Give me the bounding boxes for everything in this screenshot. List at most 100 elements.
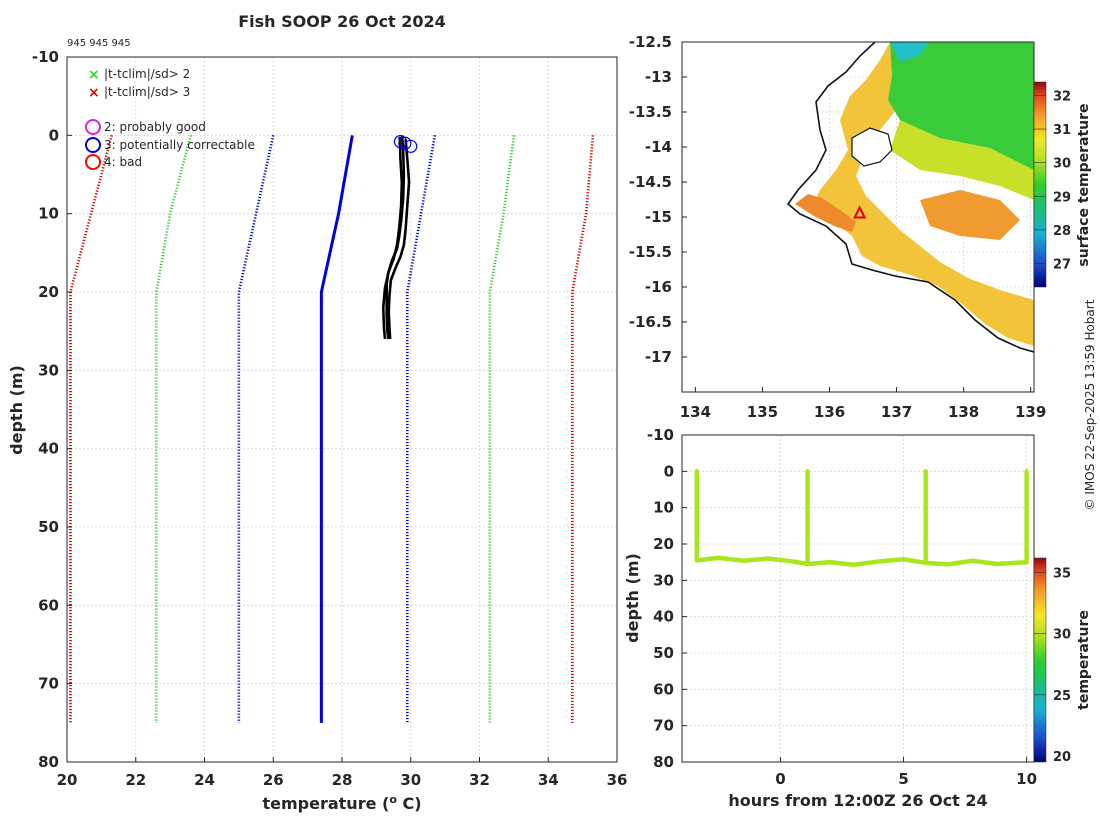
climatology-sd-line <box>237 135 275 723</box>
flag-markers <box>393 135 418 153</box>
profile-xtick-label: 26 <box>263 771 284 789</box>
map-ticks: 134 135 136 137 138 139 -12.5 -13 -13.5 -14 -14.5 -… <box>629 33 1047 421</box>
temperature-colorbar <box>1033 557 1047 763</box>
temperature-colorbar-label: temperature <box>1076 610 1092 710</box>
climatology-sd-line <box>488 135 516 723</box>
section-ticks: 0 5 10 -10 0 10 20 30 40 50 60 70 80 <box>647 426 1037 788</box>
section-axes-box <box>681 434 1035 763</box>
profile-xtick-label: 32 <box>469 771 490 789</box>
vessel-triangle <box>853 205 867 219</box>
coastline <box>786 42 1034 353</box>
profile-ytick-label: 0 <box>49 126 59 144</box>
profile-ytick-label: 80 <box>38 753 59 771</box>
sst-colorbar-tick-label: 30 <box>1053 157 1071 172</box>
legend-label-sd2: |t-tclim|/sd> 2 <box>104 67 190 81</box>
temperature-colorbar-ticks: 20 25 30 35 <box>1034 567 1071 765</box>
sst-cyan-spot <box>890 42 930 62</box>
profile-ylabel: depth (m) <box>7 365 26 455</box>
land-mass <box>682 42 1034 392</box>
section-xtick-label: 5 <box>898 770 908 788</box>
sst-colorbar-label: surface temperature <box>1076 103 1092 266</box>
legend-label-sd3: |t-tclim|/sd> 3 <box>104 85 190 99</box>
profile-subtitle: 945 945 945 <box>67 38 131 49</box>
profile-ytick-label: -10 <box>32 48 59 66</box>
profile-xtick-label: 34 <box>538 771 559 789</box>
map-xtick-label: 138 <box>948 403 979 421</box>
bottom-track-points <box>694 555 1029 567</box>
sst-colorbar-tick-label: 29 <box>1053 190 1071 205</box>
profile-ytick-label: 40 <box>38 440 59 458</box>
profile-xlabel: temperature (o C) <box>262 793 421 813</box>
credit-text: © IMOS 22-Sep-2025 13:59 Hobart <box>1083 299 1097 510</box>
section-ytick-label: 0 <box>664 462 674 480</box>
map-xtick-label: 139 <box>1015 403 1046 421</box>
section-ytick-label: 40 <box>653 608 674 626</box>
sst-warm-field <box>812 42 1034 346</box>
sst-colorbar <box>1033 81 1047 288</box>
legend-circle-correctable <box>85 137 101 153</box>
legend-label-probably-good: 2: probably good <box>104 120 206 134</box>
profile-chart: 20 22 24 26 28 30 32 34 36 -10 0 10 20 30 40 50 60 70 80 F… <box>7 12 627 813</box>
temperature-profile-line <box>387 139 411 340</box>
legend-circle-probably-good <box>85 119 101 135</box>
sst-hot-patch <box>795 194 856 232</box>
sst-colorbar-tick-label: 31 <box>1053 123 1071 138</box>
profile-ytick-label: 70 <box>38 675 59 693</box>
profile-xtick-label: 36 <box>607 771 628 789</box>
section-ytick-label: 60 <box>653 680 674 698</box>
climatology-sd-line <box>155 135 193 723</box>
climatology-sd-line <box>69 135 113 723</box>
sst-colorbar-tick-label: 32 <box>1053 89 1071 104</box>
map-ytick-label: -16.5 <box>629 313 672 331</box>
flag-circle <box>404 139 418 153</box>
profile-legend: × |t-tclim|/sd> 2 × |t-tclim|/sd> 3 2: p… <box>85 67 255 170</box>
profile-ytick-label: 20 <box>38 283 59 301</box>
legend-mark-red: × <box>88 85 100 101</box>
map-xtick-label: 136 <box>814 403 845 421</box>
legend-mark-green: × <box>88 67 100 83</box>
map-ytick-label: -15 <box>645 208 672 226</box>
section-xlabel: hours from 12:00Z 26 Oct 24 <box>728 791 987 810</box>
map-ytick-label: -14 <box>645 138 672 156</box>
map-ytick-label: -13.5 <box>629 103 672 121</box>
legend-label-correctable: 3: potentially correctable <box>104 138 255 152</box>
map-ytick-label: -15.5 <box>629 243 672 261</box>
map-ytick-label: -16 <box>645 278 672 296</box>
map-ytick-label: -13 <box>645 68 672 86</box>
legend-circle-bad <box>85 154 101 170</box>
sst-map: 134 135 136 137 138 139 -12.5 -13 -13.5 -14 -14.5 -… <box>629 33 1092 421</box>
section-xtick-label: 0 <box>775 770 785 788</box>
section-ytick-label: 30 <box>653 571 674 589</box>
temperature-colorbar-tick-label: 30 <box>1053 628 1071 643</box>
section-ytick-label: 70 <box>653 717 674 735</box>
section-ytick-label: 80 <box>653 753 674 771</box>
map-xtick-label: 134 <box>680 403 711 421</box>
profile-ticks: 20 22 24 26 28 30 32 34 36 -10 0 10 20 30 40 50 60 70 80 <box>32 48 628 789</box>
map-ytick-label: -12.5 <box>629 33 672 51</box>
profile-title: Fish SOOP 26 Oct 2024 <box>238 12 446 31</box>
sst-colorbar-tick-label: 27 <box>1053 257 1071 272</box>
climatology-sd-line <box>406 135 437 723</box>
profile-grid <box>66 56 618 763</box>
vessel-marker <box>853 205 867 219</box>
depth-time-chart: 0 5 10 -10 0 10 20 30 40 50 60 70 80 hours from 12:0… <box>623 426 1092 810</box>
profile-xtick-label: 30 <box>400 771 421 789</box>
section-ytick-label: 20 <box>653 535 674 553</box>
section-xtick-label: 10 <box>1016 770 1037 788</box>
climatology-mean-line <box>319 135 354 723</box>
profile-xtick-label: 20 <box>57 771 78 789</box>
profile-xtick-label: 22 <box>125 771 146 789</box>
temperature-colorbar-tick-label: 20 <box>1053 750 1071 765</box>
section-ytick-label: -10 <box>647 426 674 444</box>
map-ytick-label: -17 <box>645 348 672 366</box>
map-xtick-label: 135 <box>747 403 778 421</box>
sst-colorbar-ticks: 27 28 29 30 31 32 <box>1034 89 1071 272</box>
legend-label-bad: 4: bad <box>104 155 142 169</box>
climatology-lines <box>69 135 595 723</box>
profile-ytick-label: 60 <box>38 596 59 614</box>
temperature-profiles <box>381 135 411 340</box>
profile-xtick-label: 28 <box>332 771 353 789</box>
climatology-sd-line <box>571 135 595 723</box>
profile-ytick-label: 10 <box>38 205 59 223</box>
